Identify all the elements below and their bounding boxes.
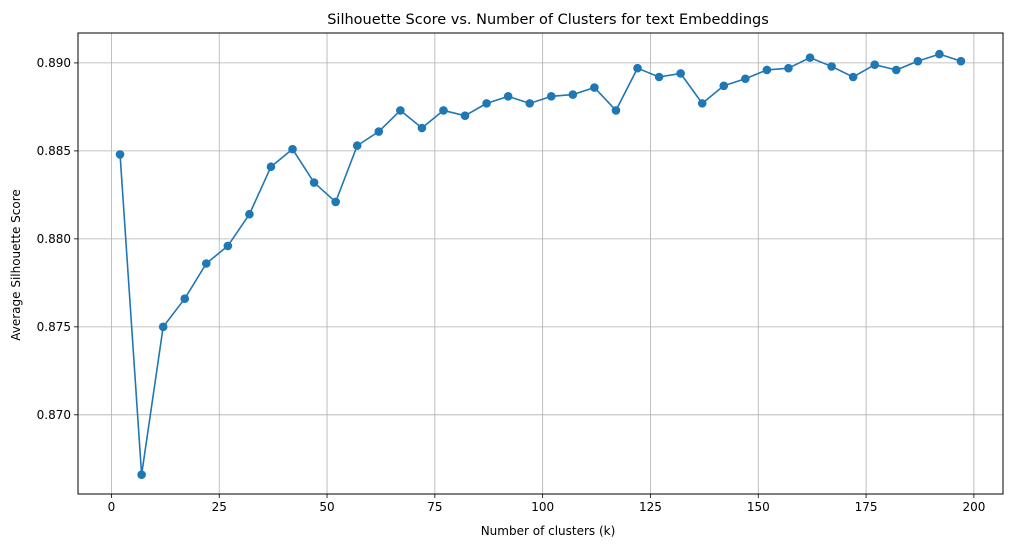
data-point (697, 99, 707, 108)
data-point (805, 53, 815, 62)
data-point (956, 56, 966, 66)
x-tick-label: 75 (427, 500, 442, 514)
data-point (654, 72, 664, 82)
x-tick-label: 100 (531, 500, 554, 514)
y-axis-label: Average Silhouette Score (9, 189, 23, 341)
data-point (870, 60, 880, 69)
plot-frame (77, 32, 1004, 495)
data-point (223, 241, 233, 251)
data-point (331, 197, 340, 207)
data-point (115, 150, 125, 159)
x-tick-label: 125 (639, 500, 662, 514)
data-point (482, 99, 491, 108)
axis-ticks: 0 25 50 75 100 125 150 175 200 0.870 0.875 0.880 0.8… (37, 56, 986, 514)
x-tick-label: 175 (855, 500, 878, 514)
y-tick-label: 0.875 (37, 320, 71, 334)
x-tick-label: 25 (212, 500, 227, 514)
data-point (309, 178, 319, 187)
data-point (503, 92, 513, 101)
data-point (784, 63, 793, 73)
data-point (633, 63, 642, 73)
data-point (352, 141, 362, 150)
data-point (848, 72, 858, 82)
data-point (891, 65, 901, 75)
x-tick-label: 0 (108, 500, 116, 514)
data-point (590, 83, 599, 92)
data-point (676, 69, 685, 78)
series-layer (115, 49, 966, 479)
x-tick-label: 50 (319, 500, 334, 514)
data-point (180, 294, 190, 303)
data-point (266, 162, 276, 172)
data-point (741, 74, 750, 84)
data-point (719, 81, 729, 91)
y-tick-label: 0.880 (37, 232, 71, 246)
x-axis-label: Number of clusters (k) (481, 524, 616, 538)
y-tick-label: 0.890 (37, 56, 71, 70)
data-point (137, 470, 146, 479)
grid-lines (78, 33, 1003, 494)
data-point (417, 123, 427, 133)
chart-title: Silhouette Score vs. Number of Clusters … (327, 12, 769, 28)
series-line (119, 53, 962, 476)
data-point (245, 209, 254, 219)
data-point (374, 127, 384, 136)
data-point (396, 106, 405, 115)
y-tick-label: 0.870 (37, 408, 71, 422)
x-tick-label: 150 (747, 500, 770, 514)
data-point (439, 106, 448, 115)
data-point (611, 106, 621, 115)
data-point (913, 56, 923, 66)
data-point (762, 65, 772, 75)
data-point (460, 111, 470, 120)
data-point (546, 92, 556, 101)
data-point (288, 144, 297, 154)
data-point (158, 322, 168, 332)
data-point (525, 99, 535, 108)
data-point (827, 62, 836, 71)
data-point (568, 90, 578, 99)
x-tick-label: 200 (962, 500, 985, 514)
data-point (201, 259, 211, 268)
y-tick-label: 0.885 (37, 144, 71, 158)
data-point (935, 49, 944, 59)
